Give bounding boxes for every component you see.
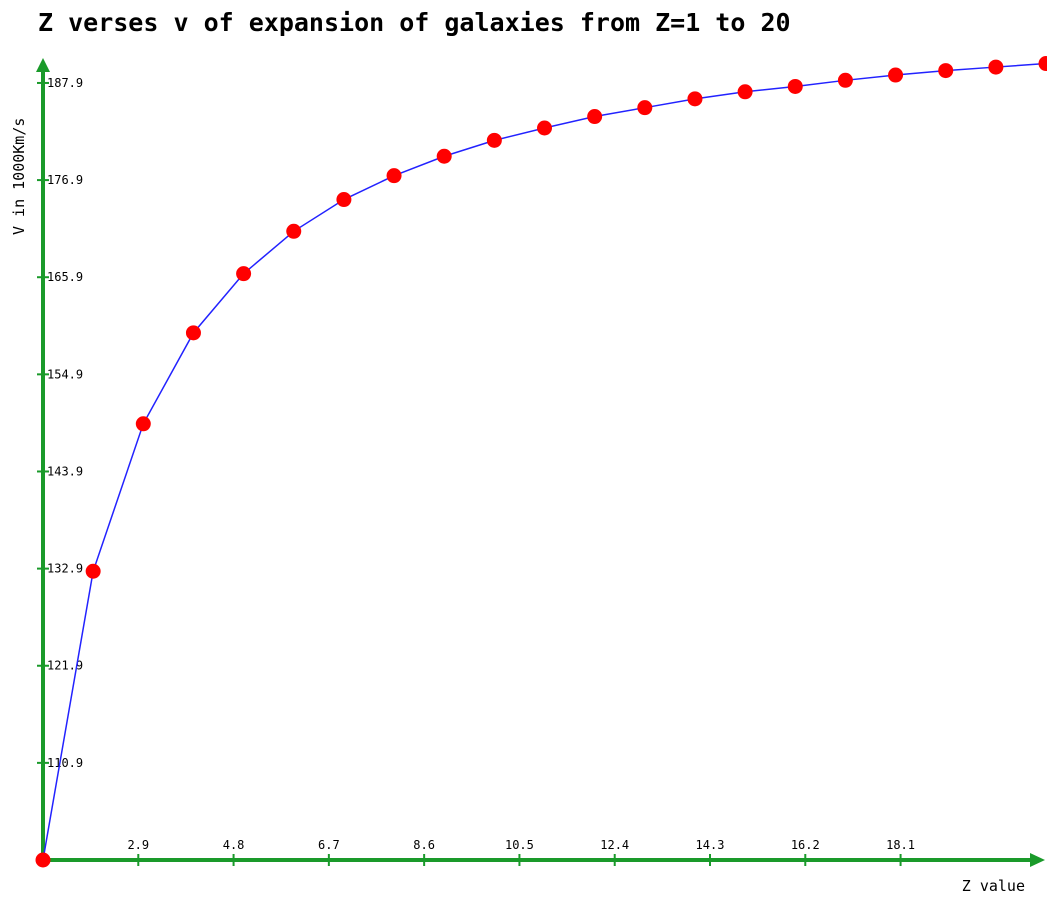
data-point bbox=[988, 60, 1003, 75]
data-point bbox=[86, 564, 101, 579]
data-point bbox=[487, 133, 502, 148]
x-tick-label: 2.9 bbox=[127, 838, 149, 852]
chart-title: Z verses v of expansion of galaxies from… bbox=[38, 8, 791, 37]
y-tick-label: 165.9 bbox=[47, 270, 83, 284]
data-point bbox=[336, 192, 351, 207]
x-tick-label: 12.4 bbox=[600, 838, 629, 852]
y-axis-label: V in 1000Km/s bbox=[10, 118, 28, 235]
x-tick-label: 14.3 bbox=[696, 838, 725, 852]
data-point bbox=[838, 73, 853, 88]
data-point bbox=[938, 63, 953, 78]
data-point bbox=[437, 149, 452, 164]
data-point bbox=[36, 853, 51, 868]
data-point bbox=[236, 266, 251, 281]
x-tick-label: 8.6 bbox=[413, 838, 435, 852]
data-point bbox=[387, 168, 402, 183]
y-axis-arrowhead bbox=[36, 58, 50, 72]
y-tick-label: 143.9 bbox=[47, 464, 83, 478]
y-tick-label: 132.9 bbox=[47, 562, 83, 576]
x-tick-label: 16.2 bbox=[791, 838, 820, 852]
y-tick-label: 110.9 bbox=[47, 756, 83, 770]
x-axis-label: Z value bbox=[962, 877, 1025, 895]
series-line bbox=[43, 64, 1046, 860]
x-axis-arrowhead bbox=[1030, 853, 1045, 867]
y-tick-label: 176.9 bbox=[47, 173, 83, 187]
data-point bbox=[286, 224, 301, 239]
x-tick-label: 18.1 bbox=[886, 838, 915, 852]
data-point bbox=[537, 120, 552, 135]
data-point bbox=[136, 416, 151, 431]
data-point bbox=[1039, 56, 1047, 71]
data-point bbox=[587, 109, 602, 124]
plot-area bbox=[36, 56, 1047, 867]
y-tick-label: 187.9 bbox=[47, 76, 83, 90]
x-tick-label: 4.8 bbox=[223, 838, 245, 852]
data-point bbox=[788, 79, 803, 94]
x-tick-label: 6.7 bbox=[318, 838, 340, 852]
data-point bbox=[687, 91, 702, 106]
y-tick-label: 154.9 bbox=[47, 367, 83, 381]
data-point bbox=[888, 68, 903, 83]
data-point bbox=[186, 325, 201, 340]
data-point bbox=[637, 100, 652, 115]
data-point bbox=[738, 84, 753, 99]
x-tick-label: 10.5 bbox=[505, 838, 534, 852]
axes bbox=[36, 58, 1045, 867]
